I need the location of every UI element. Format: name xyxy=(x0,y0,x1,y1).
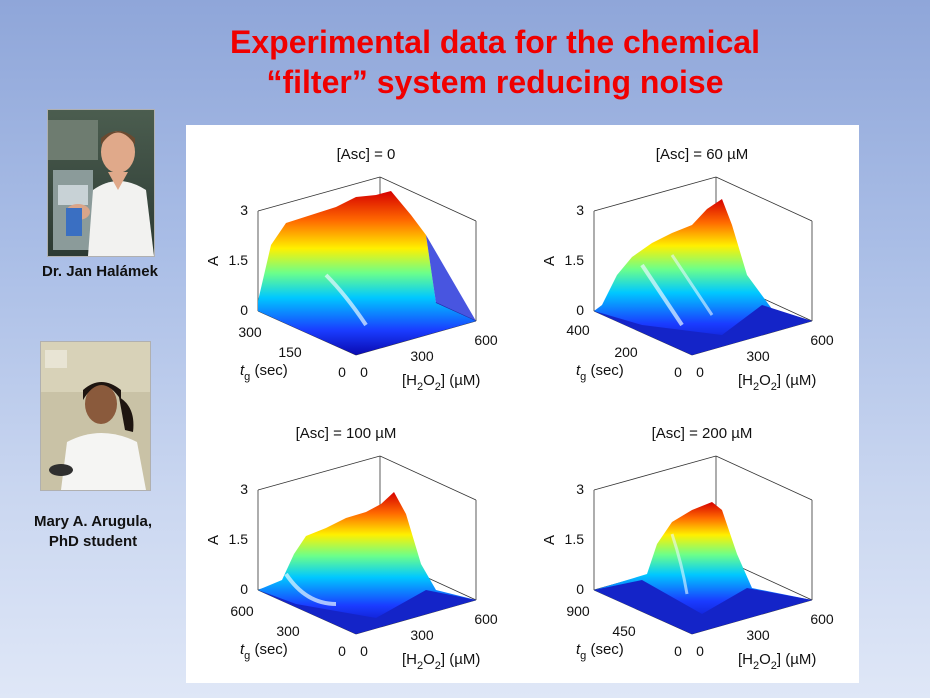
z-tick-3: 3 xyxy=(240,481,248,497)
panel-title: [Asc] = 60 µM xyxy=(656,146,748,163)
z-tick-0: 0 xyxy=(240,581,248,597)
h2o2-tick-600: 600 xyxy=(474,611,498,627)
h2o2-tick-0: 0 xyxy=(696,364,704,380)
h2o2-tick-600: 600 xyxy=(474,332,498,348)
z-axis-label: A xyxy=(541,256,558,266)
h2o2-axis-label: [H2O2] (µM) xyxy=(738,372,816,393)
z-tick-3: 3 xyxy=(240,202,248,218)
h2o2-tick-300: 300 xyxy=(410,348,434,364)
tg-axis-label: tg (sec) xyxy=(576,641,624,662)
surface-plot-svg: [Asc] = 100 µM 3 1.5 0 A 600 xyxy=(205,425,498,672)
z-tick-1.5: 1.5 xyxy=(229,531,249,547)
surface xyxy=(258,492,476,634)
z-axis-label: A xyxy=(205,256,222,266)
surface-plot-asc-200: [Asc] = 200 µM 3 1.5 0 A 900 xyxy=(522,404,858,683)
photo-mary-arugula xyxy=(40,341,151,491)
surface-plot-asc-0: [Asc] = 0 3 1.5 0 A xyxy=(186,125,522,404)
tg-tick-max: 400 xyxy=(566,322,590,338)
panel-title: [Asc] = 100 µM xyxy=(296,425,397,442)
h2o2-tick-600: 600 xyxy=(810,611,834,627)
surface xyxy=(594,502,812,634)
h2o2-tick-600: 600 xyxy=(810,332,834,348)
z-tick-3: 3 xyxy=(576,202,584,218)
h2o2-tick-0: 0 xyxy=(360,364,368,380)
z-axis-label: A xyxy=(205,535,222,545)
caption-jan-halamek: Dr. Jan Halámek xyxy=(20,262,180,282)
h2o2-axis-label: [H2O2] (µM) xyxy=(402,651,480,672)
tg-tick-0: 0 xyxy=(674,643,682,659)
z-tick-3: 3 xyxy=(576,481,584,497)
tg-tick-max: 600 xyxy=(230,603,254,619)
surface-plot-svg: [Asc] = 60 µM 3 1.5 0 A 4 xyxy=(541,146,834,393)
z-tick-1.5: 1.5 xyxy=(565,252,585,268)
caption-mary-arugula: Mary A. Arugula, PhD student xyxy=(8,512,178,552)
tg-tick-mid: 300 xyxy=(276,623,300,639)
h2o2-tick-0: 0 xyxy=(360,643,368,659)
surface xyxy=(258,191,476,355)
surface-plot-svg: [Asc] = 0 3 1.5 0 A xyxy=(205,146,498,393)
h2o2-axis-label: [H2O2] (µM) xyxy=(738,651,816,672)
z-axis-label: A xyxy=(541,535,558,545)
caption-mary-arugula-line-2: PhD student xyxy=(48,533,138,550)
tg-tick-mid: 200 xyxy=(614,344,638,360)
z-tick-1.5: 1.5 xyxy=(565,531,585,547)
z-tick-0: 0 xyxy=(576,302,584,318)
plots-figure: [Asc] = 0 3 1.5 0 A xyxy=(186,125,859,683)
h2o2-tick-300: 300 xyxy=(746,348,770,364)
tg-tick-mid: 450 xyxy=(612,623,636,639)
surface-plot-svg: [Asc] = 200 µM 3 1.5 0 A 900 xyxy=(541,425,834,672)
slide-title-line-1: Experimental data for the chemical xyxy=(230,24,760,60)
tg-tick-0: 0 xyxy=(338,364,346,380)
surface-plot-asc-60: [Asc] = 60 µM 3 1.5 0 A 4 xyxy=(522,125,858,404)
h2o2-axis-label: [H2O2] (µM) xyxy=(402,372,480,393)
photo-jan-halamek xyxy=(47,109,155,257)
slide-title: Experimental data for the chemical “filt… xyxy=(150,22,840,102)
z-tick-0: 0 xyxy=(240,302,248,318)
tg-tick-max: 900 xyxy=(566,603,590,619)
panel-title: [Asc] = 200 µM xyxy=(652,425,753,442)
slide-title-line-2: “filter” system reducing noise xyxy=(266,64,724,100)
surface-plot-asc-100: [Asc] = 100 µM 3 1.5 0 A 600 xyxy=(186,404,522,683)
h2o2-tick-300: 300 xyxy=(746,627,770,643)
tg-tick-max: 300 xyxy=(238,324,262,340)
h2o2-tick-0: 0 xyxy=(696,643,704,659)
tg-tick-mid: 150 xyxy=(278,344,302,360)
surface xyxy=(594,199,812,355)
z-tick-1.5: 1.5 xyxy=(229,252,249,268)
h2o2-tick-300: 300 xyxy=(410,627,434,643)
tg-tick-0: 0 xyxy=(674,364,682,380)
tg-axis-label: tg (sec) xyxy=(576,362,624,383)
tg-axis-label: tg (sec) xyxy=(240,362,288,383)
tg-tick-0: 0 xyxy=(338,643,346,659)
caption-jan-halamek-text: Dr. Jan Halámek xyxy=(42,263,158,280)
tg-axis-label: tg (sec) xyxy=(240,641,288,662)
panel-title: [Asc] = 0 xyxy=(337,146,396,163)
z-tick-0: 0 xyxy=(576,581,584,597)
caption-mary-arugula-line-1: Mary A. Arugula, xyxy=(33,513,153,530)
